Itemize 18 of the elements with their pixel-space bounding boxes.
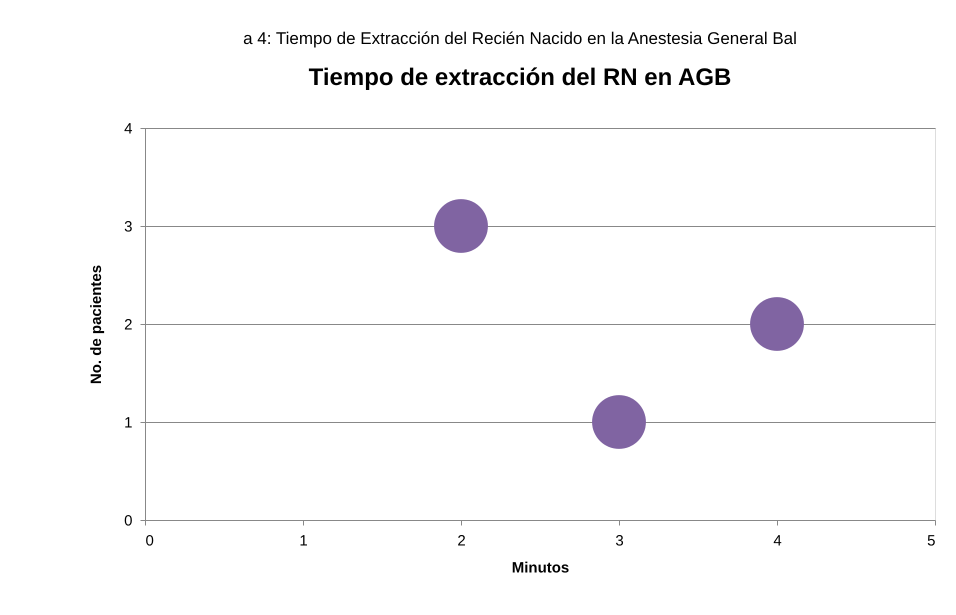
x-tick-label: 4 [773,532,782,550]
point [434,199,488,253]
chart-title: Tiempo de extracción del RN en AGB [308,64,732,91]
y-tick-label: 3 [124,218,132,236]
x-axis-title: Minutos [512,560,570,576]
y-tick-label: 2 [124,316,132,334]
y-tick-label: 0 [124,512,132,530]
text: a 4: Tiempo de Extracción del Recién Nacido en la Anestesia General Bal [243,29,797,48]
x-tick-label: 2 [457,532,466,550]
x-tick-label: 0 [146,532,154,550]
x-tick-label: 5 [927,532,936,550]
point [592,395,646,449]
y-tick-label: 4 [124,120,132,138]
x-tick-label: 3 [615,532,624,550]
point [750,297,804,351]
y-axis-title: No. de pacientes [88,264,106,384]
x-tick-label: 1 [299,532,308,550]
y-tick-label: 1 [124,414,132,432]
